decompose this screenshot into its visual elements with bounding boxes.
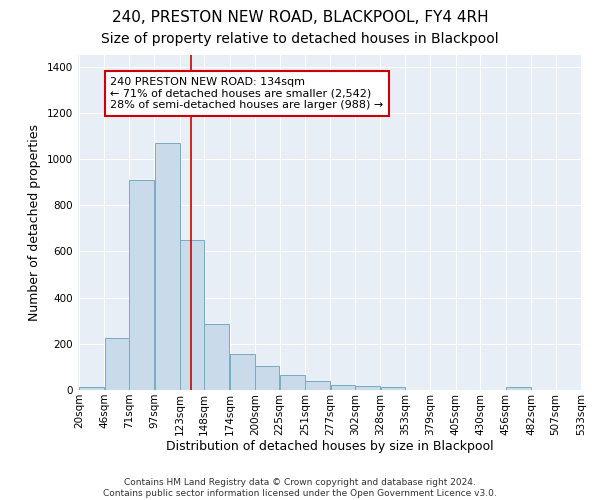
Text: Contains HM Land Registry data © Crown copyright and database right 2024.
Contai: Contains HM Land Registry data © Crown c… bbox=[103, 478, 497, 498]
Bar bbox=[129, 180, 154, 390]
Bar bbox=[380, 387, 404, 390]
Bar bbox=[104, 338, 128, 390]
Bar bbox=[256, 366, 280, 390]
Bar bbox=[230, 354, 255, 390]
Bar bbox=[155, 143, 179, 390]
Bar bbox=[180, 240, 204, 390]
X-axis label: Distribution of detached houses by size in Blackpool: Distribution of detached houses by size … bbox=[166, 440, 494, 454]
Text: 240, PRESTON NEW ROAD, BLACKPOOL, FY4 4RH: 240, PRESTON NEW ROAD, BLACKPOOL, FY4 4R… bbox=[112, 10, 488, 25]
Bar bbox=[205, 324, 229, 390]
Bar bbox=[331, 385, 355, 390]
Bar bbox=[305, 381, 330, 390]
Bar bbox=[506, 387, 531, 390]
Bar bbox=[355, 386, 380, 390]
Y-axis label: Number of detached properties: Number of detached properties bbox=[28, 124, 41, 321]
Text: Size of property relative to detached houses in Blackpool: Size of property relative to detached ho… bbox=[101, 32, 499, 46]
Text: 240 PRESTON NEW ROAD: 134sqm
← 71% of detached houses are smaller (2,542)
28% of: 240 PRESTON NEW ROAD: 134sqm ← 71% of de… bbox=[110, 77, 383, 110]
Bar bbox=[79, 386, 104, 390]
Bar bbox=[280, 375, 305, 390]
